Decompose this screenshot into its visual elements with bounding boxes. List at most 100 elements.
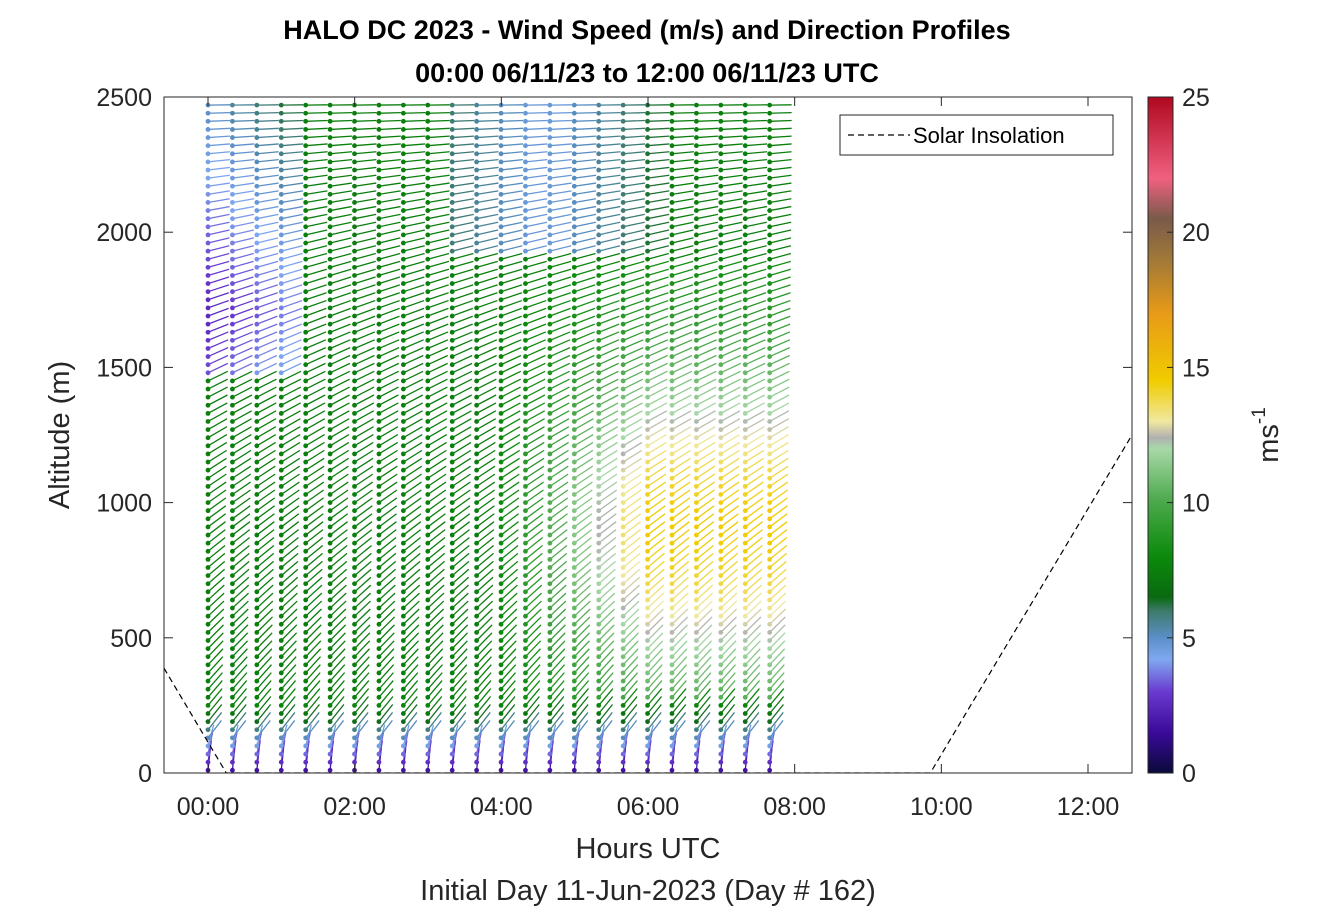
- wind-barb: [720, 362, 741, 374]
- wind-barb-dot: [327, 394, 333, 400]
- wind-barb: [476, 299, 498, 309]
- wind-barb-dot: [498, 200, 504, 205]
- wind-barb-dot: [327, 232, 333, 238]
- wind-barb-dot: [352, 654, 357, 660]
- wind-barb: [378, 268, 401, 277]
- wind-barb: [207, 213, 230, 220]
- wind-barb: [720, 489, 740, 504]
- wind-barb-dot: [254, 378, 260, 384]
- wind-barb-dot: [498, 378, 504, 384]
- wind-barb: [207, 205, 230, 212]
- wind-barb-dot: [230, 613, 235, 619]
- wind-barb-dot: [230, 208, 235, 213]
- wind-barb: [451, 648, 468, 666]
- wind-barb-dot: [669, 475, 675, 481]
- wind-barb: [500, 592, 518, 609]
- wind-barb: [476, 252, 499, 260]
- wind-barb-dot: [694, 264, 699, 270]
- wind-barb-dot: [376, 362, 382, 368]
- wind-barb-dot: [205, 435, 211, 441]
- wind-barb-dot: [254, 492, 260, 497]
- wind-barb: [354, 143, 377, 147]
- wind-barb-dot: [303, 686, 309, 692]
- wind-barb: [622, 307, 645, 317]
- wind-barb-dot: [303, 467, 309, 473]
- wind-barb-dot: [205, 321, 211, 327]
- wind-barb: [695, 529, 715, 544]
- wind-barb: [403, 292, 425, 301]
- wind-barb-dot: [645, 232, 650, 238]
- wind-barb-dot: [254, 410, 260, 416]
- wind-barb: [451, 465, 471, 479]
- wind-barb-dot: [547, 135, 553, 140]
- wind-barb-dot: [449, 183, 455, 189]
- wind-barb: [207, 568, 226, 585]
- wind-barb-dot: [645, 402, 650, 408]
- wind-barb-dot: [645, 419, 650, 424]
- wind-barb: [207, 190, 230, 195]
- wind-barb-dot: [352, 175, 357, 181]
- wind-barb: [256, 568, 274, 585]
- wind-barb-dot: [742, 183, 748, 189]
- wind-barb: [647, 544, 666, 560]
- wind-barb-dot: [278, 208, 284, 213]
- wind-barb-dot: [327, 532, 333, 538]
- wind-barb-dot: [645, 492, 650, 497]
- wind-barb-dot: [742, 719, 748, 725]
- wind-barb-dot: [230, 516, 235, 522]
- wind-barb-dot: [400, 621, 406, 627]
- wind-barb: [305, 426, 326, 439]
- wind-barb-dot: [230, 556, 235, 562]
- wind-barb: [598, 592, 616, 609]
- wind-barb-dot: [425, 492, 431, 497]
- wind-barb: [378, 418, 399, 431]
- wind-barb-dot: [400, 597, 406, 603]
- wind-barb: [207, 347, 229, 358]
- wind-barb-dot: [254, 597, 260, 603]
- wind-barb: [305, 624, 322, 641]
- wind-barb: [598, 648, 615, 666]
- wind-barb: [647, 299, 669, 309]
- wind-barb-dot: [694, 127, 699, 132]
- wind-barb-dot: [523, 313, 528, 319]
- wind-barb: [256, 552, 275, 568]
- wind-barb-dot: [742, 727, 748, 733]
- wind-barb-dot: [498, 613, 504, 619]
- wind-barb: [281, 229, 303, 236]
- wind-barb-dot: [278, 500, 284, 505]
- wind-barb-dot: [645, 589, 650, 595]
- wind-barb-dot: [352, 273, 357, 278]
- wind-barb: [231, 616, 249, 633]
- wind-barb: [207, 513, 227, 528]
- wind-barb: [329, 284, 352, 293]
- wind-barb: [524, 688, 541, 706]
- wind-barb: [354, 127, 377, 131]
- wind-barb: [598, 473, 618, 487]
- wind-barb-dot: [718, 638, 724, 643]
- wind-barb: [305, 402, 326, 414]
- wind-barb-dot: [596, 597, 602, 603]
- wind-barb: [403, 284, 425, 293]
- wind-barb: [378, 592, 396, 609]
- wind-barb: [598, 632, 615, 650]
- wind-barb: [402, 672, 419, 690]
- wind-barb: [402, 740, 408, 763]
- wind-barb: [598, 465, 618, 479]
- wind-barb-dot: [718, 629, 724, 635]
- wind-barb-dot: [767, 305, 773, 311]
- wind-barb-dot: [254, 638, 260, 643]
- wind-barb-dot: [571, 646, 577, 652]
- wind-barb-dot: [571, 289, 577, 295]
- wind-barb: [574, 213, 597, 220]
- wind-barb: [744, 505, 764, 520]
- wind-barb-dot: [669, 419, 675, 424]
- wind-barb-dot: [449, 556, 455, 562]
- wind-barb-dot: [449, 524, 455, 530]
- wind-barb: [378, 696, 394, 714]
- wind-barb: [403, 245, 425, 252]
- wind-barb: [305, 151, 328, 155]
- wind-barb-dot: [327, 216, 333, 222]
- wind-barb-dot: [449, 492, 455, 497]
- wind-barb: [696, 127, 719, 131]
- wind-barb: [647, 205, 670, 212]
